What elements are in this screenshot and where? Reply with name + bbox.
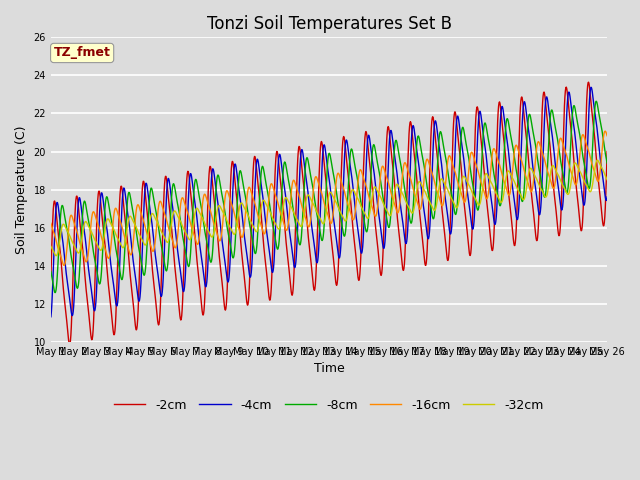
-8cm <box>51 290 59 296</box>
-16cm <box>141 224 149 229</box>
-16cm <box>351 209 359 215</box>
-2cm <box>235 215 243 221</box>
-8cm <box>604 160 611 166</box>
-4cm <box>587 84 595 90</box>
-4cm <box>351 202 358 208</box>
-2cm <box>351 247 359 252</box>
-8cm <box>340 232 348 238</box>
-2cm <box>289 291 296 297</box>
Y-axis label: Soil Temperature (C): Soil Temperature (C) <box>15 125 28 254</box>
-16cm <box>289 180 296 185</box>
-32cm <box>235 209 243 215</box>
-2cm <box>604 149 611 155</box>
-32cm <box>604 177 611 183</box>
-16cm <box>47 220 55 226</box>
-32cm <box>289 207 296 213</box>
-4cm <box>339 186 347 192</box>
-4cm <box>47 314 55 320</box>
-8cm <box>289 203 296 208</box>
Line: -2cm: -2cm <box>51 82 607 345</box>
Title: Tonzi Soil Temperatures Set B: Tonzi Soil Temperatures Set B <box>207 15 452 33</box>
-2cm <box>47 273 55 278</box>
-16cm <box>602 128 609 134</box>
Legend: -2cm, -4cm, -8cm, -16cm, -32cm: -2cm, -4cm, -8cm, -16cm, -32cm <box>109 394 549 417</box>
-4cm <box>288 248 296 254</box>
-16cm <box>60 263 68 268</box>
-16cm <box>235 226 243 231</box>
Line: -32cm: -32cm <box>51 160 607 256</box>
-32cm <box>593 157 601 163</box>
-32cm <box>141 242 149 248</box>
-16cm <box>340 186 348 192</box>
-32cm <box>47 243 55 249</box>
-8cm <box>593 98 600 104</box>
Line: -4cm: -4cm <box>51 87 607 317</box>
-32cm <box>122 239 129 244</box>
-8cm <box>122 240 129 245</box>
-32cm <box>351 191 359 197</box>
-2cm <box>585 79 593 85</box>
-2cm <box>340 133 348 139</box>
Text: TZ_fmet: TZ_fmet <box>54 47 111 60</box>
Line: -8cm: -8cm <box>51 101 607 293</box>
-4cm <box>141 192 148 197</box>
-4cm <box>234 182 242 188</box>
-16cm <box>604 133 611 139</box>
-8cm <box>351 165 359 170</box>
-4cm <box>121 187 129 193</box>
-2cm <box>66 342 74 348</box>
-4cm <box>604 194 611 200</box>
-32cm <box>52 253 60 259</box>
-16cm <box>122 236 129 242</box>
-8cm <box>235 175 243 181</box>
-2cm <box>122 217 129 223</box>
-8cm <box>141 269 149 275</box>
X-axis label: Time: Time <box>314 362 344 375</box>
-32cm <box>340 216 348 221</box>
Line: -16cm: -16cm <box>51 131 607 265</box>
-8cm <box>47 269 55 275</box>
-2cm <box>141 189 149 194</box>
